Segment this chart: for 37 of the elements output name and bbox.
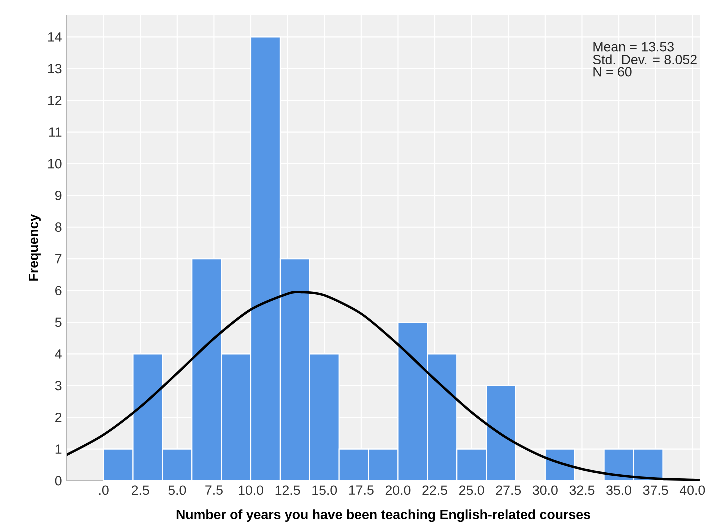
x-axis-title: Number of years you have been teaching English-related courses	[176, 510, 590, 522]
y-tick-label: 10	[48, 159, 62, 169]
annotation: N = 60	[594, 67, 632, 77]
x-tick-label: 27.5	[496, 486, 522, 496]
annotation: Mean = 13.53	[594, 42, 674, 52]
y-tick-label: 7	[56, 254, 62, 264]
x-tick-label: 30.0	[532, 486, 558, 496]
x-tick-label: 10.0	[239, 486, 264, 496]
x-tick-label: 7.5	[206, 486, 223, 496]
x-tick-label: 17.5	[349, 486, 374, 496]
y-axis-title: Frequency	[29, 214, 41, 281]
y-tick-label: 5	[55, 318, 62, 328]
y-tick-label: 6	[56, 286, 62, 296]
x-tick-label: 32.5	[570, 486, 595, 496]
y-tick-label: 8	[55, 222, 62, 232]
y-tick-label: 13	[48, 64, 62, 74]
x-tick-label: 12.5	[276, 486, 300, 496]
y-tick-label: 0	[55, 476, 62, 486]
x-tick-label: 25.0	[460, 486, 484, 496]
x-tick-label: 40.0	[680, 486, 706, 496]
x-tick-label: 22.5	[422, 486, 448, 496]
y-tick-label: 4	[55, 350, 62, 359]
y-tick-label: 14	[48, 32, 62, 42]
y-tick-label: 11	[49, 128, 62, 137]
x-tick-label: 15.0	[312, 486, 338, 496]
y-tick-label: 12	[48, 96, 62, 106]
y-tick-label: 9	[56, 190, 62, 200]
y-tick-label: 1	[56, 444, 62, 454]
y-tick-label: 3	[55, 381, 62, 391]
x-tick-label: 35.0	[606, 486, 632, 496]
y-tick-label: 2	[56, 412, 62, 422]
annotation: Std. Dev. = 8.052	[593, 54, 697, 65]
x-tick-label: 20.0	[386, 486, 411, 496]
x-tick-label: 5.0	[168, 486, 186, 496]
x-tick-label: 37.5	[643, 486, 668, 496]
x-tick-label: .0	[99, 486, 109, 496]
x-tick-label: 2.5	[132, 486, 150, 496]
